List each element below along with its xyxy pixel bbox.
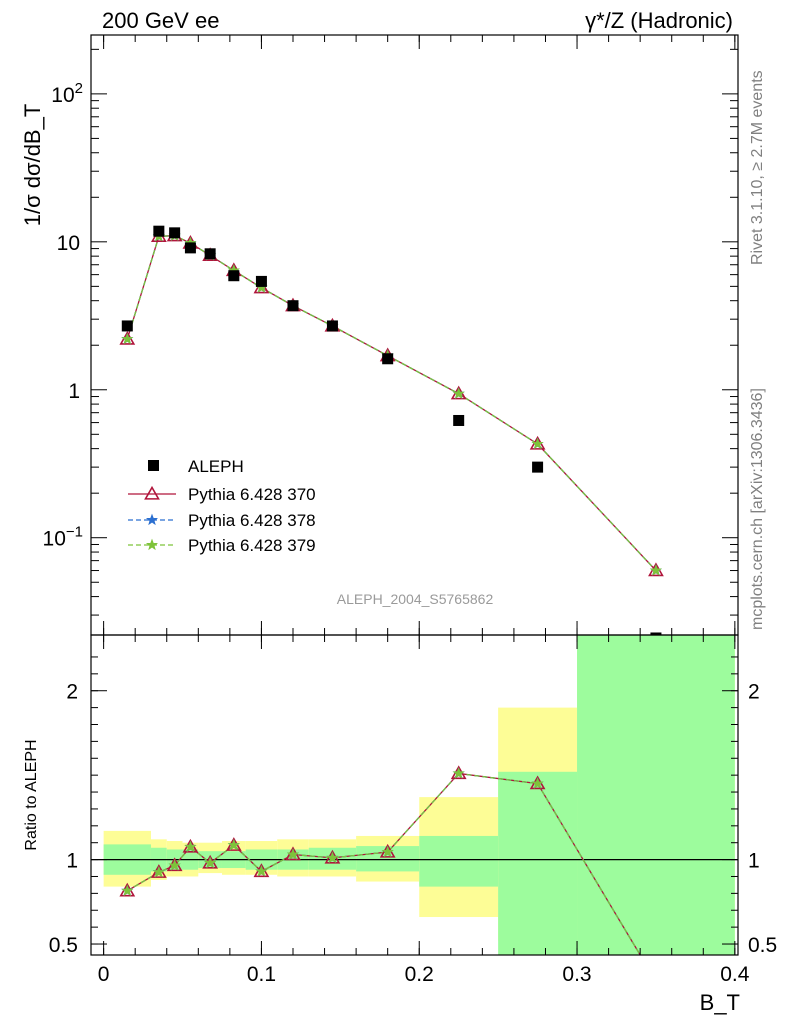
aleph-point-1 bbox=[153, 225, 165, 237]
ratio-y-tick-label-right-2: 2 bbox=[748, 681, 760, 704]
aleph-point-4 bbox=[204, 248, 216, 260]
ratio-y-tick-label-0: 0.5 bbox=[49, 934, 78, 957]
aleph-point-5 bbox=[228, 270, 240, 282]
ratio-point-s2-6 bbox=[255, 865, 268, 877]
aleph-point-0 bbox=[121, 320, 133, 332]
x-tick-label-2: 0.2 bbox=[405, 963, 434, 986]
main-y-tick-label-2: 10 bbox=[57, 232, 80, 255]
main-point-s3-12 bbox=[649, 564, 662, 576]
main-point-s3-10 bbox=[452, 387, 465, 399]
aleph-point-3 bbox=[184, 242, 196, 254]
ratio-point-s2-1 bbox=[152, 865, 165, 878]
band-inner-11 bbox=[498, 771, 578, 955]
ratio-uncertainty-bands bbox=[91, 635, 738, 955]
ratio-point-s2-9 bbox=[381, 845, 394, 858]
ratio-y-tick-label-right-0: 0.5 bbox=[748, 934, 777, 957]
aleph-point-2 bbox=[169, 227, 181, 239]
ratio-frame bbox=[90, 634, 739, 956]
legend-label-3: Pythia 6.428 379 bbox=[188, 536, 316, 555]
main-y-tick-label-1: 1 bbox=[68, 380, 80, 403]
ratio-series bbox=[119, 765, 641, 955]
ratio-y-tick-label-1: 1 bbox=[66, 850, 78, 873]
legend-label-2: Pythia 6.428 378 bbox=[188, 511, 316, 530]
legend-label-0: ALEPH bbox=[188, 457, 244, 476]
x-tick-label-0: 0 bbox=[98, 963, 110, 986]
aleph-point-9 bbox=[382, 353, 394, 365]
rivet-label: Rivet 3.1.10, ≥ 2.7M events bbox=[749, 70, 766, 265]
band-inner-12 bbox=[577, 635, 735, 955]
x-tick-label-4: 0.4 bbox=[720, 963, 750, 986]
main-point-s3-0 bbox=[121, 332, 134, 345]
ratio-point-s2-5 bbox=[227, 838, 240, 851]
main-y-tick-label-0: 10−1 bbox=[43, 524, 83, 551]
ratio-point-s2-0 bbox=[121, 884, 134, 896]
aleph-point-8 bbox=[326, 320, 338, 332]
ratio-point-s2-3 bbox=[184, 840, 197, 853]
ratio-y-tick-label-2: 2 bbox=[66, 681, 78, 704]
ratio-point-s2-11 bbox=[531, 777, 544, 789]
main-data-points bbox=[121, 225, 662, 635]
ratio-point-s2-4 bbox=[204, 856, 217, 869]
legend: ALEPH Pythia 6.428 370 Pythia 6.428 378 Pyt… bbox=[128, 457, 316, 555]
aleph-point-12 bbox=[650, 632, 662, 635]
right-title: γ*/Z (Hadronic) bbox=[585, 8, 733, 33]
aleph-point-7 bbox=[287, 300, 299, 312]
left-title: 200 GeV ee bbox=[102, 8, 219, 33]
ratio-y-tick-label-right-1: 1 bbox=[748, 850, 760, 873]
legend-marker-3 bbox=[145, 538, 159, 551]
legend-label-1: Pythia 6.428 370 bbox=[188, 485, 316, 504]
ratio-point-s2-8 bbox=[326, 851, 339, 864]
axes: 0 0.1 0.2 0.3 0.4 10−1 1 10 102 0.5 0.5 1 1 2 2 bbox=[43, 35, 777, 986]
main-ylabel: 1/σ dσ/dB_T bbox=[20, 104, 45, 227]
ratio-xlabel: B_T bbox=[700, 990, 740, 1015]
main-ylabel-text: 1/σ dσ/dB_T bbox=[20, 104, 45, 227]
legend-marker-aleph bbox=[148, 460, 159, 471]
band-inner-10 bbox=[419, 835, 499, 887]
aleph-point-11 bbox=[532, 461, 544, 473]
ratio-point-s2-10 bbox=[452, 767, 465, 779]
legend-marker-1 bbox=[144, 485, 160, 500]
main-point-s3-11 bbox=[531, 437, 544, 450]
x-tick-label-3: 0.3 bbox=[562, 963, 591, 986]
ratio-point-s2-2 bbox=[168, 859, 181, 871]
ratio-ylabel: Ratio to ALEPH bbox=[23, 739, 40, 850]
legend-marker-2 bbox=[145, 513, 159, 526]
ratio-point-s2-7 bbox=[286, 848, 300, 860]
aleph-point-6 bbox=[255, 275, 267, 287]
analysis-watermark: ALEPH_2004_S5765862 bbox=[337, 591, 494, 607]
mcplots-label: mcplots.cern.ch [arXiv:1306.3436] bbox=[749, 388, 766, 630]
main-y-tick-label-3: 102 bbox=[51, 80, 83, 107]
x-tick-label-1: 0.1 bbox=[247, 963, 276, 986]
aleph-point-10 bbox=[453, 414, 465, 426]
